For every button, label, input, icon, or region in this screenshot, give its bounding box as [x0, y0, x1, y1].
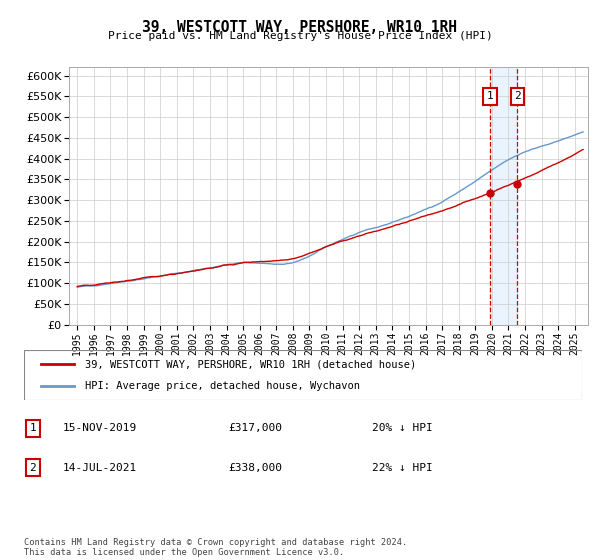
Text: Contains HM Land Registry data © Crown copyright and database right 2024.
This d: Contains HM Land Registry data © Crown c…	[24, 538, 407, 557]
Bar	[490, 67, 517, 325]
Text: £317,000: £317,000	[228, 423, 282, 433]
Text: 2: 2	[514, 91, 521, 101]
Text: 20% ↓ HPI: 20% ↓ HPI	[372, 423, 433, 433]
Text: 1: 1	[487, 91, 493, 101]
Text: 2: 2	[29, 463, 37, 473]
Text: 39, WESTCOTT WAY, PERSHORE, WR10 1RH (detached house): 39, WESTCOTT WAY, PERSHORE, WR10 1RH (de…	[85, 359, 416, 369]
Text: £338,000: £338,000	[228, 463, 282, 473]
Text: HPI: Average price, detached house, Wychavon: HPI: Average price, detached house, Wych…	[85, 381, 361, 391]
Text: Price paid vs. HM Land Registry's House Price Index (HPI): Price paid vs. HM Land Registry's House …	[107, 31, 493, 41]
Text: 39, WESTCOTT WAY, PERSHORE, WR10 1RH: 39, WESTCOTT WAY, PERSHORE, WR10 1RH	[143, 20, 458, 35]
Text: 1: 1	[29, 423, 37, 433]
Text: 14-JUL-2021: 14-JUL-2021	[63, 463, 137, 473]
Text: 22% ↓ HPI: 22% ↓ HPI	[372, 463, 433, 473]
Text: 15-NOV-2019: 15-NOV-2019	[63, 423, 137, 433]
